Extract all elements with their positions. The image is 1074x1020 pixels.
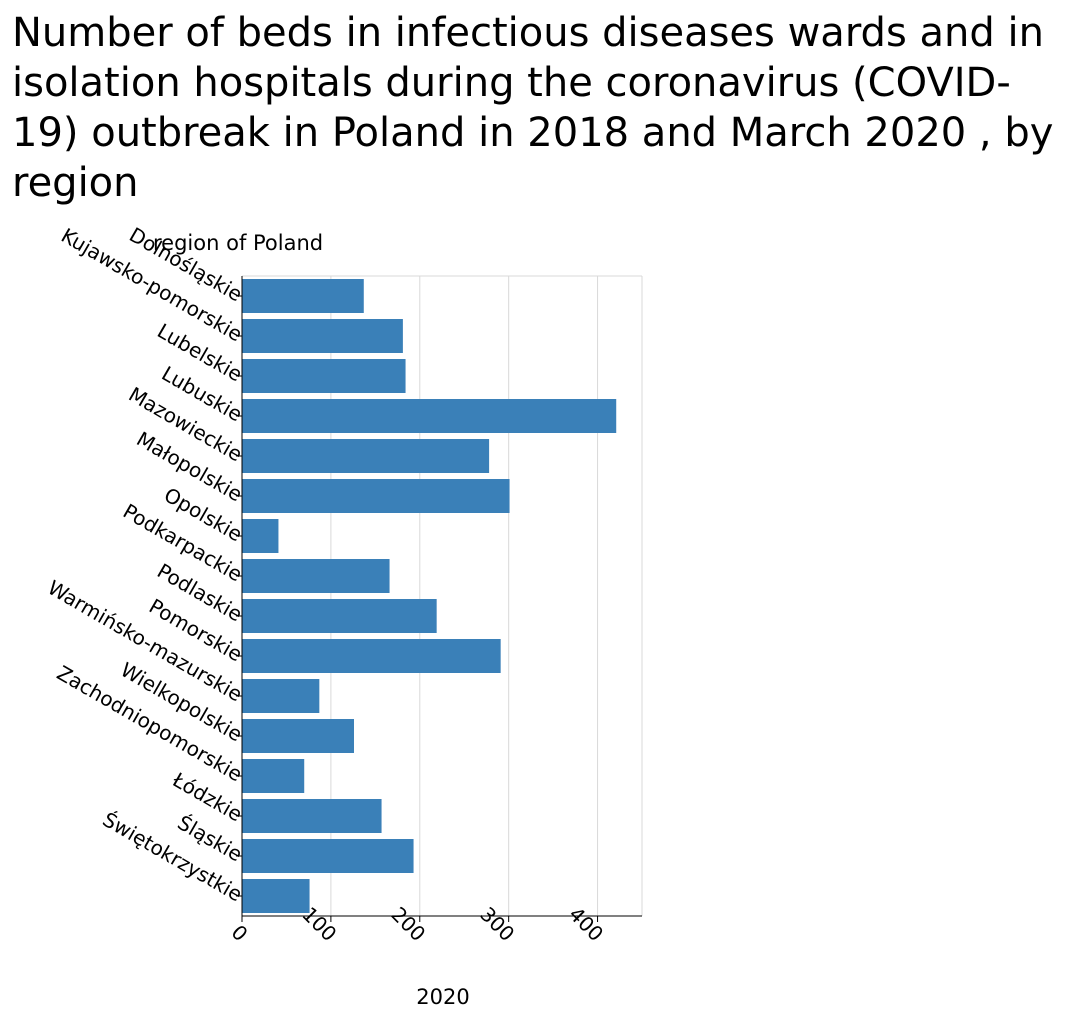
- y-axis-label: region of Poland: [153, 231, 323, 255]
- bar: [242, 359, 406, 393]
- x-tick-label: 0: [227, 920, 253, 946]
- bar: [242, 319, 403, 353]
- chart-title: Number of beds in infectious diseases wa…: [12, 10, 1054, 206]
- bar: [242, 399, 617, 433]
- bar: [242, 679, 320, 713]
- x-axis-label: 2020: [416, 985, 469, 1009]
- bar: [242, 759, 305, 793]
- bar: [242, 559, 390, 593]
- bar: [242, 279, 364, 313]
- x-tick-label: 300: [475, 902, 519, 946]
- x-tick-label: 400: [564, 902, 608, 946]
- x-tick-label: 200: [386, 902, 430, 946]
- bar: [242, 519, 279, 553]
- bar: [242, 599, 437, 633]
- bar: [242, 439, 490, 473]
- bar: [242, 799, 382, 833]
- bar: [242, 839, 414, 873]
- bars: [242, 279, 617, 913]
- bar: [242, 879, 310, 913]
- bar: [242, 719, 354, 753]
- bar: [242, 479, 510, 513]
- bar: [242, 639, 501, 673]
